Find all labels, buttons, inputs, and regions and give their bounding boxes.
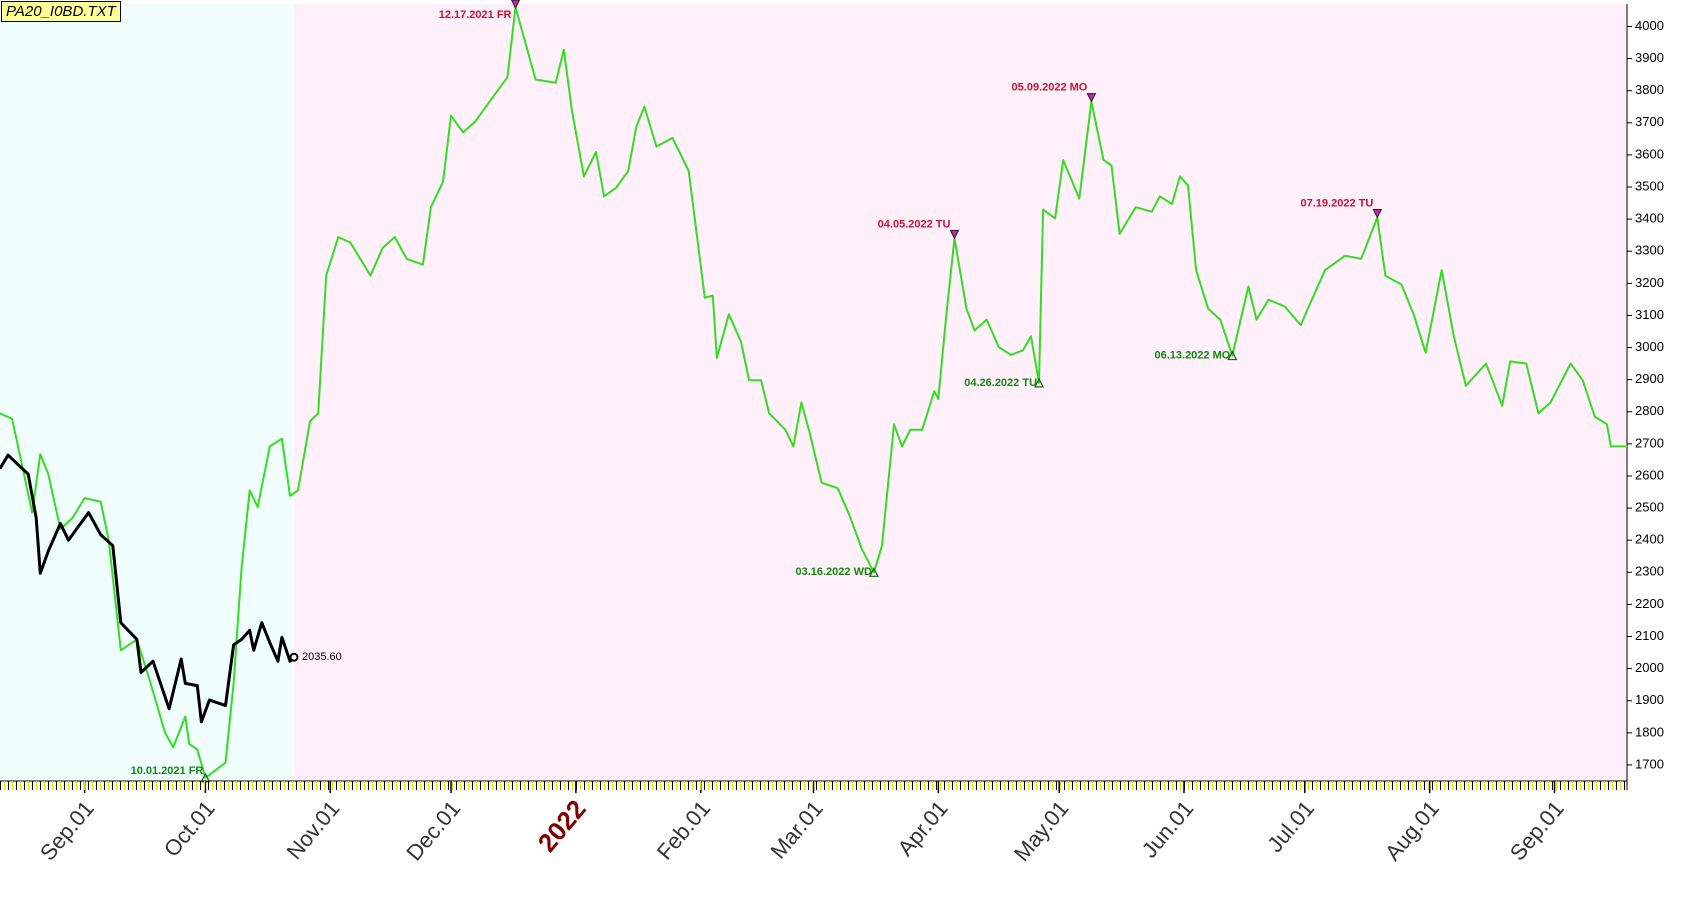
x-tick-label: Dec.01 — [401, 796, 465, 865]
annotation-label: 12.17.2021 FR — [439, 9, 512, 21]
y-tick-label: 3200 — [1635, 275, 1664, 290]
y-tick-label: 3600 — [1635, 146, 1664, 161]
y-tick-label: 2700 — [1635, 435, 1664, 450]
x-tick-label: May.01 — [1009, 796, 1073, 866]
x-tick-label: Aug.01 — [1380, 796, 1444, 865]
annotation-label: 10.01.2021 FR — [131, 765, 204, 777]
background-right — [293, 4, 1628, 781]
value-label: 2035.60 — [302, 651, 342, 663]
low-marker — [1034, 377, 1044, 388]
high-marker — [510, 0, 521, 10]
annotation-label: 03.16.2022 WD — [795, 566, 871, 578]
y-tick-label: 3000 — [1635, 339, 1664, 354]
y-tick-label: 3500 — [1635, 178, 1664, 193]
annotation-label: 05.09.2022 MO — [1012, 82, 1088, 94]
x-tick-label: Sep.01 — [35, 796, 99, 865]
high-marker — [1086, 93, 1097, 103]
y-tick-label: 1800 — [1635, 724, 1664, 739]
x-tick-label: Sep.01 — [1505, 796, 1569, 865]
last-point — [289, 652, 299, 662]
high-marker — [1372, 209, 1383, 219]
date-tick-strip — [0, 781, 1627, 790]
x-tick-label: Apr.01 — [893, 796, 953, 861]
annotation-label: 04.26.2022 TU — [964, 377, 1037, 389]
low-marker — [1227, 350, 1238, 361]
y-tick-label: 2500 — [1635, 500, 1664, 515]
annotation-label: 07.19.2022 TU — [1301, 197, 1374, 209]
background-left — [0, 4, 294, 781]
price-line — [0, 6, 1627, 779]
chart-title: PA20_I0BD.TXT — [1, 1, 121, 22]
x-tick-label: Oct.01 — [159, 796, 220, 862]
y-tick-label: 2300 — [1635, 564, 1664, 579]
x-tick-label: 2022 — [532, 794, 592, 858]
low-marker — [868, 566, 879, 577]
y-tick-label: 2000 — [1635, 660, 1664, 675]
y-tick-label: 3100 — [1635, 307, 1664, 322]
x-tick-label: Jun.01 — [1137, 796, 1199, 863]
y-tick-label: 3800 — [1635, 82, 1664, 97]
annotation-label: 04.05.2022 TU — [878, 218, 951, 230]
price-line — [0, 453, 296, 724]
y-tick-label: 2600 — [1635, 467, 1664, 482]
y-tick-label: 2400 — [1635, 532, 1664, 547]
annotation-label: 06.13.2022 MO — [1154, 349, 1230, 361]
y-tick-label: 2800 — [1635, 403, 1664, 418]
y-tick-label: 3900 — [1635, 50, 1664, 65]
y-tick-label: 2900 — [1635, 371, 1664, 386]
x-tick-label: Feb.01 — [652, 796, 715, 865]
y-tick-label: 3400 — [1635, 211, 1664, 226]
y-tick-label: 1900 — [1635, 692, 1664, 707]
x-tick-label: Jul.01 — [1262, 796, 1319, 857]
y-tick-label: 3300 — [1635, 243, 1664, 258]
high-marker — [949, 229, 960, 240]
y-tick-label: 2100 — [1635, 628, 1664, 643]
y-tick-label: 1700 — [1635, 756, 1664, 771]
x-tick-label: Mar.01 — [765, 796, 827, 864]
x-tick-label: Nov.01 — [282, 796, 345, 864]
y-tick-label: 3700 — [1635, 114, 1664, 129]
y-tick-label: 4000 — [1635, 18, 1664, 33]
y-tick-label: 2200 — [1635, 596, 1664, 611]
